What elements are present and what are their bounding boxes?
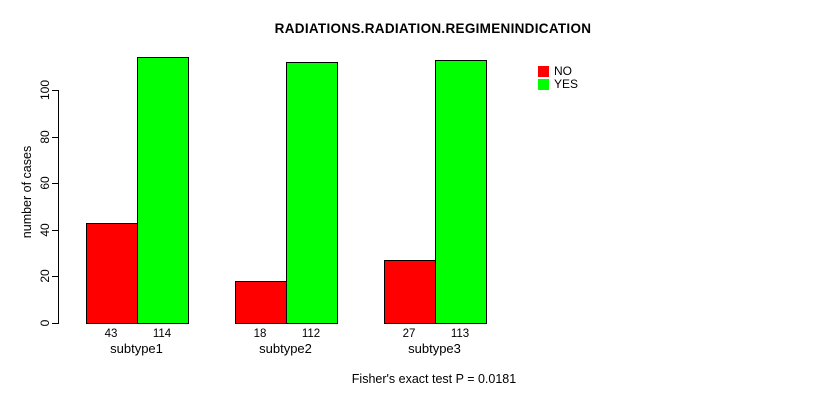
y-tick-label: 60 — [38, 176, 52, 190]
legend-label: NO — [554, 64, 572, 78]
legend-item-yes: YES — [538, 77, 579, 91]
y-tick-label: 100 — [38, 79, 52, 101]
bar-yes-subtype3 — [434, 59, 487, 324]
category-label-subtype2: subtype2 — [259, 341, 312, 356]
y-tick-mark — [52, 276, 59, 277]
bar-count-label: 27 — [402, 328, 416, 340]
legend-label: YES — [554, 77, 579, 91]
legend-swatch-icon — [538, 79, 549, 90]
y-axis-label: number of cases — [20, 145, 34, 239]
category-label-subtype3: subtype3 — [408, 341, 461, 356]
bar-count-label: 114 — [152, 328, 172, 340]
y-tick-label: 0 — [38, 319, 52, 327]
chart-title: RADIATIONS.RADIATION.REGIMENINDICATION — [274, 21, 592, 36]
y-tick-mark — [52, 230, 59, 231]
legend-item-no: NO — [538, 64, 578, 78]
y-tick-mark — [52, 323, 59, 324]
bar-count-label: 113 — [450, 328, 470, 340]
y-tick-mark — [52, 183, 59, 184]
stats-annotation: Fisher's exact test P = 0.0181 — [351, 372, 517, 386]
legend-swatch-icon — [538, 66, 549, 77]
bar-count-label: 112 — [301, 328, 321, 340]
y-tick-mark — [52, 137, 59, 138]
y-tick-label: 20 — [38, 269, 52, 284]
y-tick-label: 80 — [38, 129, 52, 144]
bar-count-label: 43 — [104, 328, 118, 340]
y-tick-label: 40 — [38, 223, 52, 237]
y-tick-mark — [52, 90, 59, 91]
bar-count-label: 18 — [253, 328, 267, 340]
y-axis-line — [58, 90, 59, 324]
category-label-subtype1: subtype1 — [110, 341, 163, 356]
bar-yes-subtype2 — [285, 62, 338, 324]
legend: NO YES — [538, 64, 579, 91]
bar-yes-subtype1 — [136, 57, 189, 324]
bar-no-subtype1 — [85, 222, 138, 324]
bar-no-subtype2 — [234, 281, 287, 324]
bar-no-subtype3 — [383, 260, 436, 324]
